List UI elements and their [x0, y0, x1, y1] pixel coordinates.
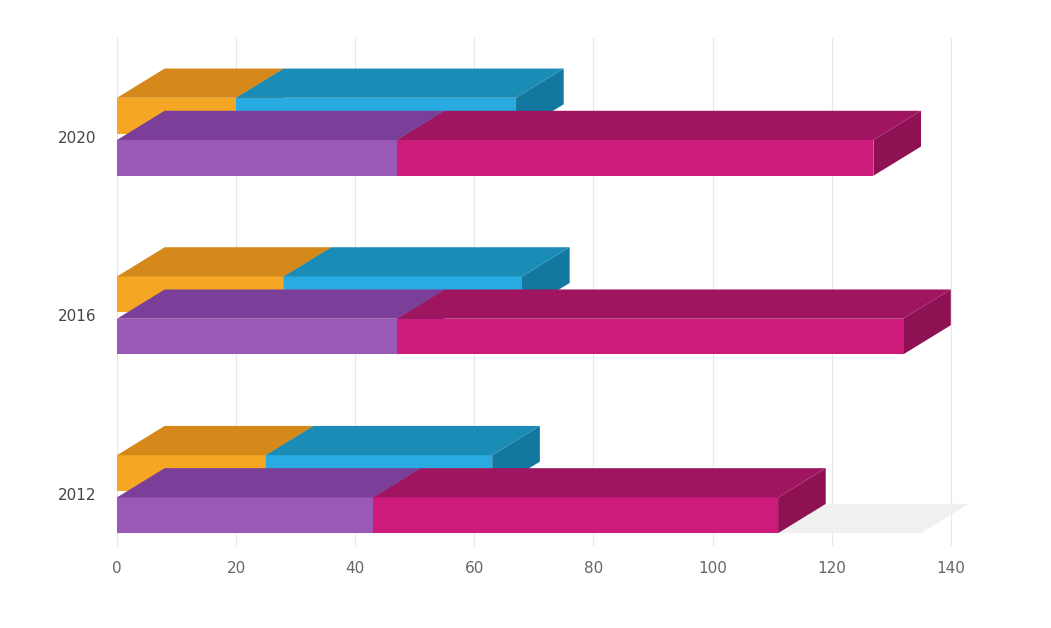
Polygon shape: [117, 68, 284, 98]
Polygon shape: [397, 111, 445, 176]
Polygon shape: [873, 111, 921, 176]
Polygon shape: [117, 247, 331, 276]
Polygon shape: [373, 468, 826, 497]
Polygon shape: [397, 290, 951, 319]
Polygon shape: [284, 247, 331, 312]
Polygon shape: [266, 426, 540, 455]
Polygon shape: [397, 290, 445, 354]
Polygon shape: [266, 426, 313, 491]
Polygon shape: [117, 455, 266, 491]
Polygon shape: [516, 68, 563, 134]
Polygon shape: [117, 111, 445, 140]
Polygon shape: [236, 68, 563, 98]
Polygon shape: [522, 247, 570, 312]
Polygon shape: [778, 468, 826, 533]
Polygon shape: [117, 98, 236, 134]
Polygon shape: [117, 497, 373, 533]
Polygon shape: [397, 111, 921, 140]
Polygon shape: [397, 140, 873, 176]
Polygon shape: [284, 247, 570, 276]
Polygon shape: [236, 68, 284, 134]
Polygon shape: [117, 319, 397, 354]
Polygon shape: [117, 426, 313, 455]
Polygon shape: [373, 468, 420, 533]
Polygon shape: [373, 497, 778, 533]
Polygon shape: [397, 319, 903, 354]
Polygon shape: [117, 140, 397, 176]
Polygon shape: [236, 98, 516, 134]
Polygon shape: [117, 468, 420, 497]
Polygon shape: [117, 290, 445, 319]
Polygon shape: [903, 290, 951, 354]
Polygon shape: [284, 276, 522, 312]
Polygon shape: [117, 504, 969, 533]
Polygon shape: [117, 276, 284, 312]
Polygon shape: [266, 455, 492, 491]
Polygon shape: [492, 426, 540, 491]
